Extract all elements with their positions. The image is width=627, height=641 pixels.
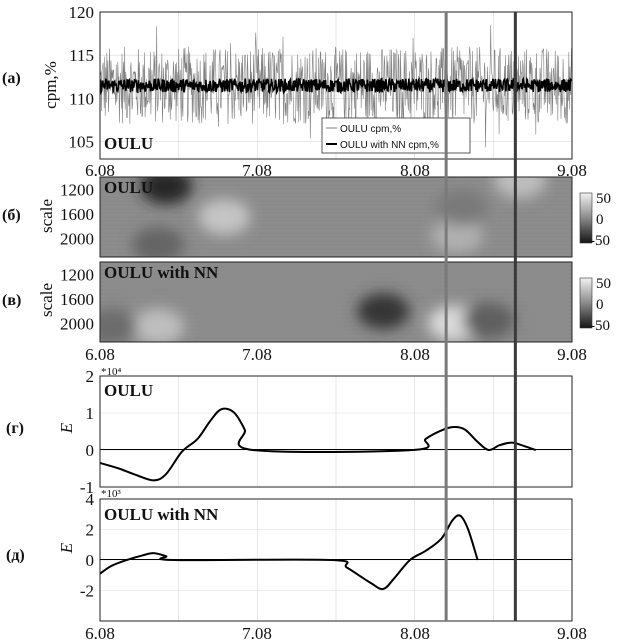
heatmap-blob [494, 177, 547, 199]
legend-label-raw: OULU cpm,% [340, 124, 401, 135]
y-tick-label: 4 [86, 490, 95, 509]
heatmap-blob [140, 177, 193, 205]
panel-d: 2 1 0 -1 *10⁴ E (г) OULU [6, 366, 573, 497]
colorbar-tick: 0 [596, 297, 604, 313]
colorbar-tick: -50 [590, 233, 610, 249]
x-tick-labels-middle: 6.08 7.08 8.08 9.08 [85, 345, 587, 364]
colorbar-c [579, 277, 593, 329]
series-oulu-cpm-line [100, 25, 572, 148]
panel-a-y-ticks: 105 110 115 120 [69, 3, 95, 152]
heatmap-blob [431, 217, 484, 254]
y-tick-label: 110 [69, 89, 94, 108]
colorbar-tick: -50 [590, 318, 610, 334]
panel-a: 105 110 115 120 cpm,% (а) OULU OULU cpm,% O… [2, 3, 573, 160]
panel-b-ylabel: scale [37, 199, 56, 233]
legend-label-nn: OULU with NN cpm,% [340, 140, 439, 151]
x-tick-label: 9.08 [557, 345, 587, 364]
x-tick-label: 8.08 [400, 161, 430, 180]
panel-a-ylabel: cpm,% [41, 61, 60, 109]
heatmap-blob [198, 199, 251, 235]
panel-a-inset-label: OULU [104, 134, 153, 153]
x-tick-labels-bottom: 6.08 7.08 8.08 9.08 [85, 624, 587, 641]
panel-e-multiplier: *10³ [101, 488, 122, 500]
panel-e-label: (д) [6, 547, 25, 564]
x-tick-label: 7.08 [242, 624, 272, 641]
panel-b: 1200 1600 2000 scale (б) OULU 50 0 -50 [2, 176, 611, 258]
panel-a-label: (а) [2, 70, 21, 87]
panel-b-y-ticks: 1200 1600 2000 [60, 180, 94, 248]
x-tick-label: 9.08 [557, 161, 587, 180]
y-tick-label: 2 [86, 521, 95, 540]
x-tick-label: 7.08 [242, 161, 272, 180]
heatmap-blob [132, 226, 185, 257]
panel-c-inset-label: OULU with NN [104, 263, 219, 282]
panel-b-colorbar: 50 0 -50 [579, 191, 611, 249]
y-tick-label: 1600 [60, 290, 94, 309]
panel-e-y-ticks: 4 2 0 -2 [80, 490, 95, 601]
heatmap-blob [357, 293, 410, 330]
y-tick-label: 2000 [60, 230, 94, 249]
y-tick-label: 1 [86, 404, 95, 423]
y-tick-label: 120 [69, 3, 95, 22]
series-oulu-nn-cpm-line [100, 76, 572, 96]
colorbar-tick: 50 [596, 276, 611, 292]
panel-c: 1200 1600 2000 scale (в) OULU with NN 50 0… [2, 261, 611, 343]
y-tick-label: 1200 [60, 265, 94, 284]
panel-e-energy-line [100, 514, 479, 591]
x-tick-label: 6.08 [85, 624, 115, 641]
heatmap-blob [435, 189, 488, 226]
panel-d-ylabel: E [57, 422, 76, 434]
panel-a-frame [99, 11, 573, 160]
y-tick-label: 0 [86, 551, 95, 570]
heatmap-blob [100, 308, 138, 342]
panel-c-ylabel: scale [37, 283, 56, 317]
y-tick-label: -1 [80, 478, 94, 497]
x-tick-label: 8.08 [400, 345, 430, 364]
heatmap-blob [132, 308, 185, 342]
x-tick-label: 7.08 [242, 345, 272, 364]
x-tick-label: 6.08 [85, 161, 115, 180]
panel-e-frame [99, 498, 573, 622]
panel-d-multiplier: *10⁴ [101, 366, 122, 378]
x-tick-label: 6.08 [85, 345, 115, 364]
panel-d-inset-label: OULU [104, 381, 153, 400]
y-tick-label: 115 [69, 46, 94, 65]
panel-e-inset-label: OULU with NN [104, 505, 219, 524]
x-tick-labels-top: 6.08 7.08 8.08 9.08 [85, 161, 587, 180]
panel-b-heatmap-blobs [132, 177, 547, 257]
panel-c-heatmap-blobs [100, 293, 515, 342]
panel-e-ylabel: E [57, 542, 76, 554]
heatmap-blob [462, 302, 515, 339]
panel-b-label: (б) [2, 207, 21, 224]
colorbar-tick: 50 [596, 191, 611, 207]
colorbar-tick: 0 [596, 212, 604, 228]
y-tick-label: 1600 [60, 205, 94, 224]
panel-a-legend: OULU cpm,% OULU with NN cpm,% [321, 117, 471, 154]
y-tick-label: 2 [86, 367, 95, 386]
panel-d-energy-line [100, 407, 537, 482]
panel-c-frame [99, 261, 573, 343]
y-tick-label: 2000 [60, 315, 94, 334]
panel-b-frame [99, 176, 573, 258]
y-tick-label: 105 [69, 133, 95, 152]
y-tick-label: 0 [86, 441, 95, 460]
panel-e: 4 2 0 -2 *10³ E (д) OULU with NN [6, 488, 573, 622]
y-tick-label: -2 [80, 582, 94, 601]
panel-b-inset-label: OULU [104, 178, 153, 197]
y-tick-label: 1200 [60, 180, 94, 199]
panel-c-y-ticks: 1200 1600 2000 [60, 265, 94, 333]
panel-c-label: (в) [2, 292, 21, 309]
panel-d-frame [99, 375, 573, 488]
panel-d-y-ticks: 2 1 0 -1 [80, 367, 94, 497]
vertical-event-markers [444, 12, 517, 621]
x-tick-label: 8.08 [400, 624, 430, 641]
panel-d-label: (г) [6, 420, 24, 437]
x-tick-label: 9.08 [557, 624, 587, 641]
panel-c-colorbar: 50 0 -50 [579, 276, 611, 334]
colorbar-b [579, 192, 593, 244]
